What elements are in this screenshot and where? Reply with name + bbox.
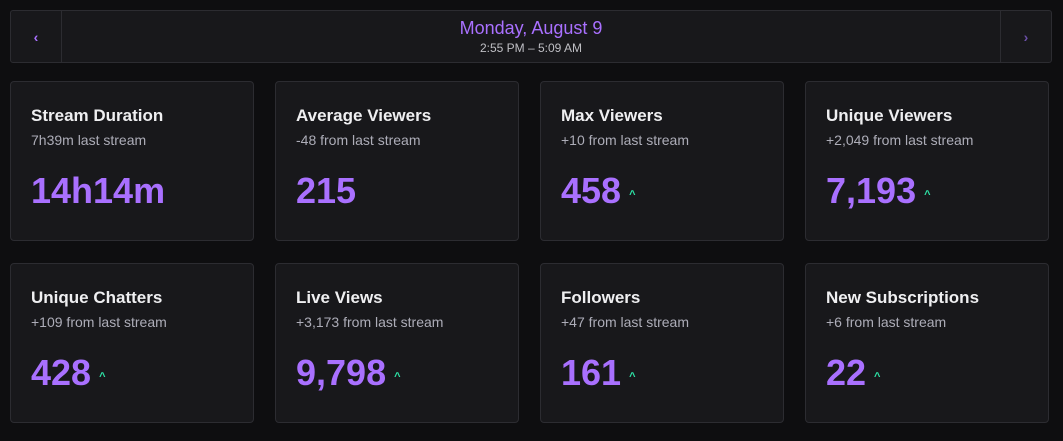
stream-date-header: Monday, August 9 2:55 PM – 5:09 AM (62, 11, 1000, 62)
stat-value: 7,193 (826, 170, 917, 211)
stat-value: 458 (561, 170, 622, 211)
trend-up-icon: ^ (629, 189, 636, 201)
stat-title: Unique Chatters (31, 288, 163, 307)
stat-card-max-viewers: Max Viewers +10 from last stream 458 ^ (540, 81, 784, 241)
next-stream-button[interactable]: › (1000, 11, 1051, 62)
stat-comparison: -48 from last stream (296, 132, 421, 148)
stat-value: 9,798 (296, 352, 387, 393)
stat-card-average-viewers: Average Viewers -48 from last stream 215 (275, 81, 519, 241)
stat-title: Unique Viewers (826, 106, 953, 125)
stat-card-unique-chatters: Unique Chatters +109 from last stream 42… (10, 263, 254, 423)
stat-comparison: +6 from last stream (826, 314, 947, 330)
trend-up-icon: ^ (99, 371, 106, 383)
stat-title: New Subscriptions (826, 288, 980, 307)
stat-comparison: +2,049 from last stream (826, 132, 974, 148)
stat-title: Followers (561, 288, 641, 307)
stat-card-unique-viewers: Unique Viewers +2,049 from last stream 7… (805, 81, 1049, 241)
trend-up-icon: ^ (924, 189, 931, 201)
trend-up-icon: ^ (874, 371, 881, 383)
stream-time-range: 2:55 PM – 5:09 AM (479, 41, 583, 55)
stat-card-new-subscriptions: New Subscriptions +6 from last stream 22… (805, 263, 1049, 423)
stat-value: 428 (31, 352, 92, 393)
stream-date: Monday, August 9 (459, 18, 603, 38)
chevron-left-icon: ‹ (33, 28, 39, 45)
stat-value: 215 (296, 170, 357, 211)
trend-up-icon: ^ (394, 371, 401, 383)
stat-comparison: +109 from last stream (31, 314, 167, 330)
stat-comparison: +3,173 from last stream (296, 314, 444, 330)
stat-title: Average Viewers (296, 106, 432, 125)
stat-value: 161 (561, 352, 622, 393)
stat-card-live-views: Live Views +3,173 from last stream 9,798… (275, 263, 519, 423)
date-navigator: ‹ Monday, August 9 2:55 PM – 5:09 AM › (10, 10, 1052, 63)
stat-value: 22 (826, 352, 867, 393)
stat-title: Max Viewers (561, 106, 663, 125)
stat-card-stream-duration: Stream Duration 7h39m last stream 14h14m (10, 81, 254, 241)
stat-title: Live Views (296, 288, 383, 307)
chevron-right-icon: › (1023, 28, 1029, 45)
stat-comparison: +47 from last stream (561, 314, 689, 330)
trend-up-icon: ^ (629, 371, 636, 383)
previous-stream-button[interactable]: ‹ (11, 11, 62, 62)
stat-value: 14h14m (31, 170, 166, 211)
stat-comparison: +10 from last stream (561, 132, 689, 148)
stat-title: Stream Duration (31, 106, 164, 125)
stat-card-followers: Followers +47 from last stream 161 ^ (540, 263, 784, 423)
stat-comparison: 7h39m last stream (31, 132, 147, 148)
